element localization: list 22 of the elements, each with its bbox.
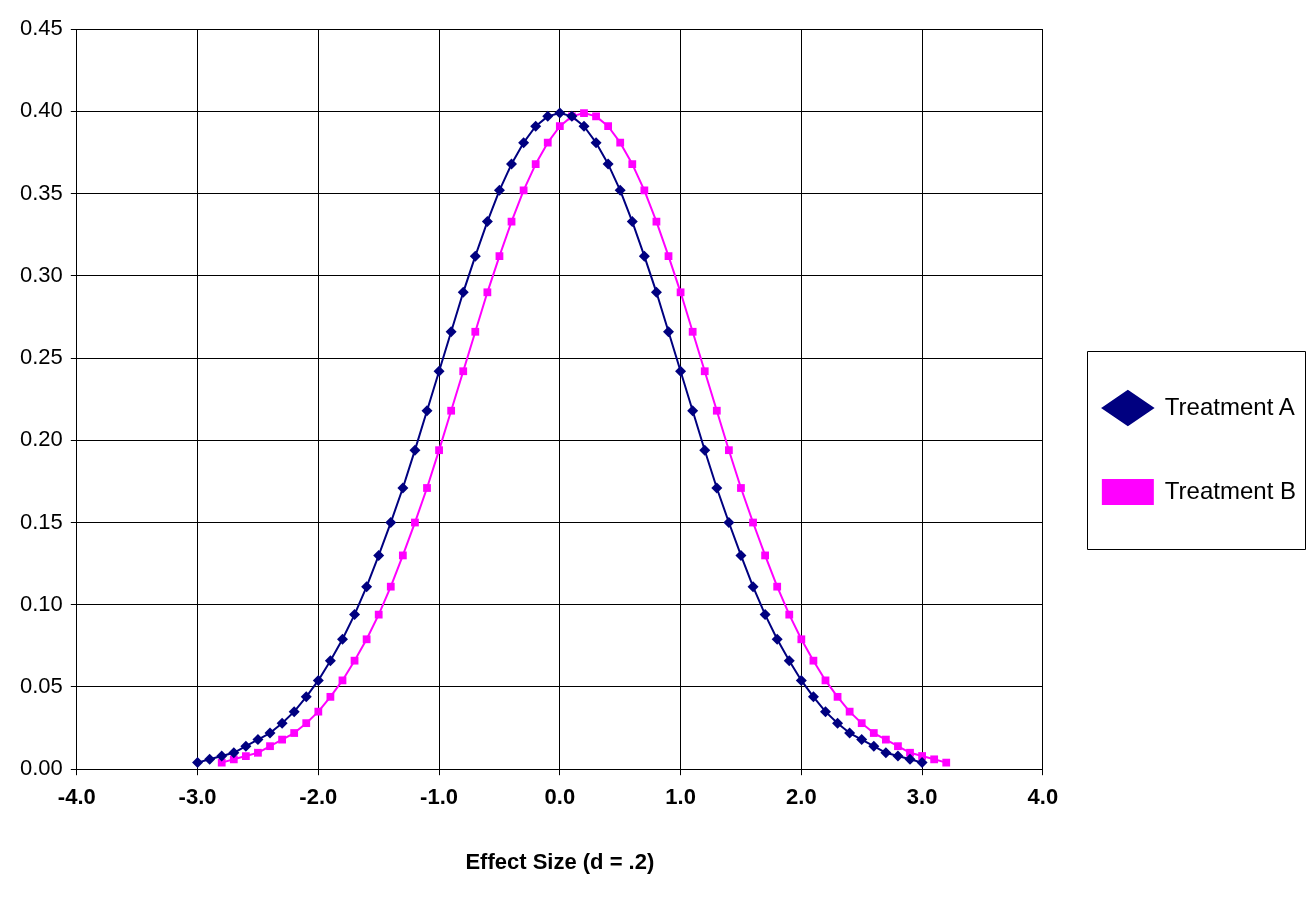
y-tick-label: 0.45 (19, 15, 63, 41)
y-tick-label: 0.15 (19, 508, 63, 534)
x-tick-label: 0.0 (544, 784, 576, 810)
x-axis-title: Effect Size (d = .2) (465, 848, 655, 874)
x-tick-label: -4.0 (57, 784, 96, 810)
y-tick-label: 0.10 (19, 590, 63, 616)
x-tick-label: 2.0 (786, 784, 817, 810)
x-tick-label: 4.0 (1027, 784, 1059, 810)
legend-label: Treatment A (1164, 392, 1295, 420)
x-tick-label: 3.0 (906, 784, 938, 810)
y-tick-label: 0.30 (19, 261, 63, 287)
y-tick-label: 0.05 (19, 673, 63, 699)
y-tick-label: 0.40 (19, 97, 63, 123)
x-tick-label: -1.0 (420, 784, 459, 810)
x-tick-label: -3.0 (178, 784, 217, 810)
y-tick-label: 0.35 (19, 179, 63, 205)
x-tick-label: 1.0 (665, 784, 696, 810)
y-tick-label: 0.20 (19, 426, 63, 452)
y-tick-label: 0.25 (19, 344, 63, 370)
y-tick-label: 0.00 (19, 755, 63, 781)
legend-label: Treatment B (1164, 476, 1296, 504)
x-tick-label: -2.0 (299, 784, 338, 810)
